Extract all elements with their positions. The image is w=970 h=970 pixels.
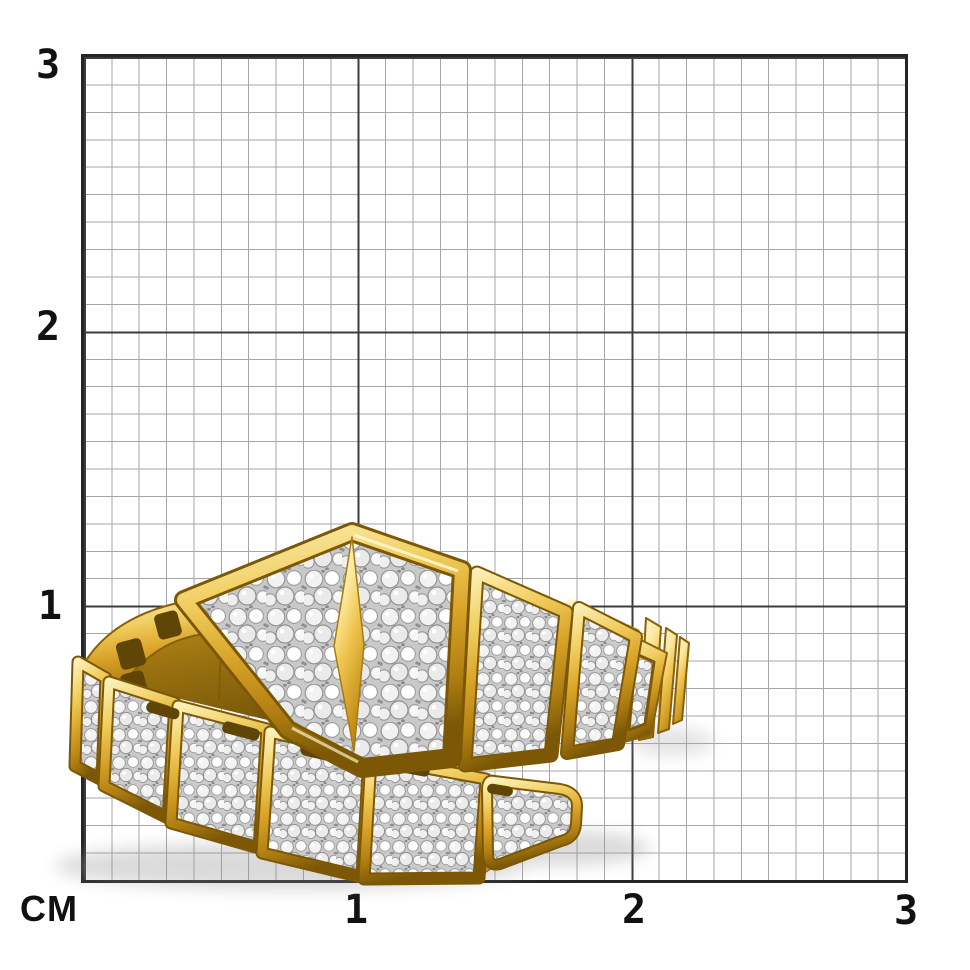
- y-tick-2: 2: [35, 304, 61, 350]
- x-tick-1: 1: [343, 887, 369, 933]
- upper-segment-2: [560, 601, 643, 760]
- head-ridge: [333, 536, 365, 752]
- openwork-window: [154, 610, 182, 640]
- upper-segment-1: [457, 565, 574, 773]
- head-frame: [177, 525, 469, 775]
- body-slot: [487, 783, 513, 797]
- x-tick-3: 3: [893, 888, 919, 934]
- y-tick-1: 1: [37, 583, 63, 629]
- band-bar: [657, 627, 678, 734]
- y-tick-3: 3: [35, 42, 61, 88]
- tail-segment: [481, 774, 583, 871]
- band-bar: [672, 636, 690, 725]
- head-glint: [353, 533, 459, 573]
- body-slot: [222, 721, 260, 741]
- openwork-window: [115, 638, 147, 670]
- unit-label: CM: [20, 888, 78, 929]
- body-slot: [146, 701, 180, 720]
- body-segment-2: [97, 675, 182, 825]
- ring-head: [174, 522, 472, 778]
- x-tick-2: 2: [621, 887, 647, 933]
- body-segment-3: [164, 699, 274, 855]
- chin-glint: [291, 726, 359, 764]
- body-segment-5: [357, 751, 493, 886]
- ring-upper-body: [457, 565, 690, 773]
